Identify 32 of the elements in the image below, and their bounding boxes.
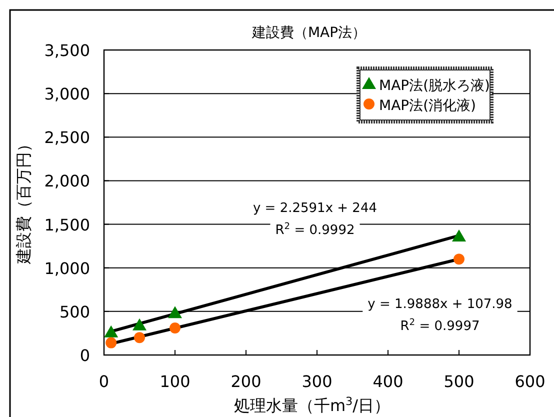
point xyxy=(170,322,180,334)
x-tick-label: 600 xyxy=(514,372,546,391)
legend-label: MAP法(脱水ろ液) xyxy=(379,78,490,94)
y-tick-label: 3,000 xyxy=(44,84,90,104)
chart-title: 建設費（MAP法） xyxy=(250,25,366,41)
x-tick-label: 300 xyxy=(302,372,332,391)
point xyxy=(168,306,182,318)
point xyxy=(132,318,146,330)
y-tick-label: 1,500 xyxy=(44,215,90,234)
x-tick-label: 100 xyxy=(160,372,190,391)
annotation: y = 2.2591x + 244 xyxy=(252,201,378,216)
y-tick-label: 500 xyxy=(59,302,90,322)
x-tick-label: 200 xyxy=(230,372,262,391)
point xyxy=(104,325,118,338)
x-axis-title: 処理水量（千m$^{3}$/日） xyxy=(234,394,390,415)
point xyxy=(134,332,145,344)
y-tick-label: 2,000 xyxy=(44,172,90,191)
annotation: y = 1.9888x + 107.98 xyxy=(368,297,512,312)
legend-label: MAP法(消化液) xyxy=(379,98,476,114)
y-tick-label: 1,000 xyxy=(44,258,90,278)
point xyxy=(454,254,464,265)
annotation: R$^{2}$ = 0.9997 xyxy=(400,318,480,334)
annotation: R$^{2}$ = 0.9992 xyxy=(275,222,355,238)
point xyxy=(452,229,466,242)
y-tick-label: 0 xyxy=(80,346,90,365)
y-axis-title: 建設費（百万円） xyxy=(14,136,33,265)
x-tick-label: 400 xyxy=(372,372,404,391)
x-tick-label: 0 xyxy=(98,372,110,391)
y-tick-label: 3,500 xyxy=(44,41,90,60)
point xyxy=(106,337,117,348)
x-tick-label: 500 xyxy=(444,372,474,391)
y-tick-label: 2,500 xyxy=(44,128,90,148)
